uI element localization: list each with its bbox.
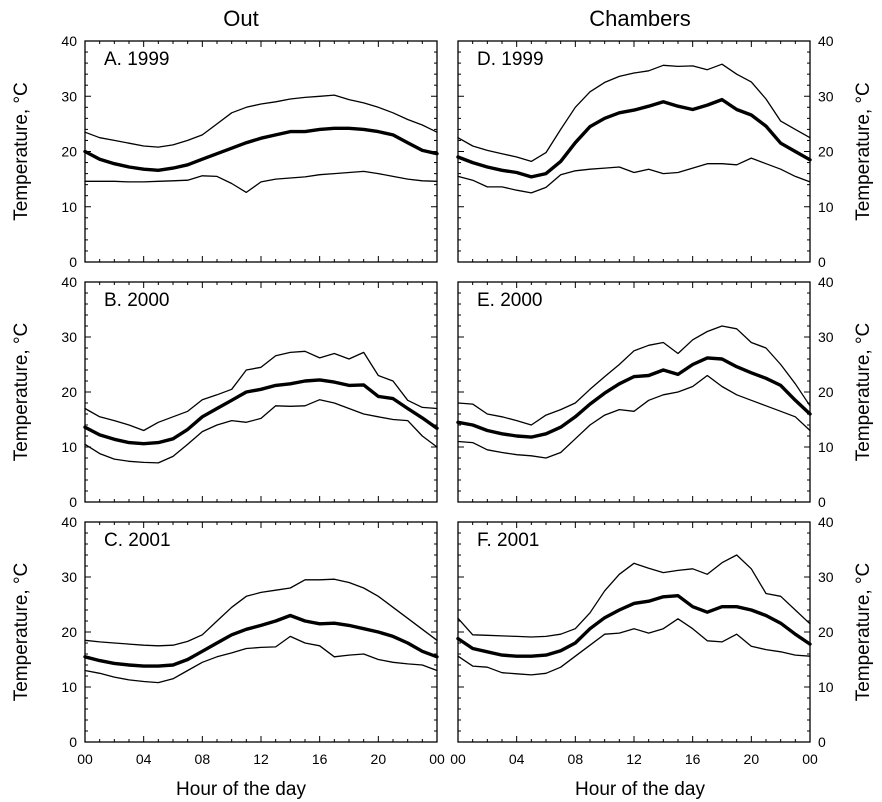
y-tick-label: 0 xyxy=(818,734,826,750)
y-tick-label: 30 xyxy=(61,329,77,345)
series-line-min xyxy=(84,170,438,194)
panel-label: C. 2001 xyxy=(104,530,171,551)
y-tick-label: 40 xyxy=(61,274,77,290)
panel-label: E. 2000 xyxy=(477,290,543,311)
y-axis-label: Temperature, °C xyxy=(853,82,874,221)
x-axis-label-left: Hour of the day xyxy=(176,779,306,800)
y-axis-label: Temperature, °C xyxy=(853,323,874,462)
series-line-min xyxy=(84,399,438,464)
y-tick-label: 10 xyxy=(818,439,834,455)
x-tick-label: 20 xyxy=(744,751,760,767)
y-tick-label: 10 xyxy=(61,439,77,455)
panel-e-2000-frame xyxy=(457,281,811,503)
y-tick-label: 40 xyxy=(61,514,77,530)
x-tick-label: 00 xyxy=(429,751,445,767)
panel-label: D. 1999 xyxy=(477,49,544,70)
series-line-mean xyxy=(456,356,812,439)
panel-label: A. 1999 xyxy=(104,49,170,70)
series-line-mean xyxy=(83,378,439,446)
panel-label: F. 2001 xyxy=(477,530,539,551)
panel-f-2001: 0 10 20 30 40 Temperature, °C 00 04 08 12 16 20 00 F.… xyxy=(450,514,874,767)
y-tick-label: 0 xyxy=(818,494,826,510)
y-tick-label: 20 xyxy=(61,624,77,640)
y-tick-label: 0 xyxy=(69,734,77,750)
panel-d-1999: 0 10 20 30 40 Temperature, °C D. 1999 xyxy=(456,33,874,270)
x-tick-label: 04 xyxy=(509,751,525,767)
column-title-out: Out xyxy=(223,6,258,31)
series-line-max xyxy=(84,350,438,432)
series-line-max xyxy=(84,578,438,647)
y-tick-label: 0 xyxy=(69,254,77,270)
y-tick-label: 30 xyxy=(818,569,834,585)
x-tick-label: 20 xyxy=(371,751,387,767)
y-tick-label: 40 xyxy=(818,514,834,530)
series-line-min xyxy=(457,374,811,459)
y-tick-label: 10 xyxy=(818,679,834,695)
series-line-mean xyxy=(456,594,812,658)
panel-a-1999-frame xyxy=(84,40,438,263)
x-tick-label: 00 xyxy=(450,751,466,767)
x-tick-label: 12 xyxy=(626,751,642,767)
panel-e-2000: 0 10 20 30 40 Temperature, °C E. 2000 xyxy=(456,274,874,510)
y-axis-label: Temperature, °C xyxy=(853,563,874,702)
y-tick-label: 20 xyxy=(818,144,834,160)
y-tick-label: 20 xyxy=(818,624,834,640)
y-tick-label: 20 xyxy=(61,384,77,400)
panel-d-1999-frame xyxy=(457,40,811,263)
series-line-mean xyxy=(456,97,812,179)
series-line-max xyxy=(457,63,811,163)
panel-b-2000-frame xyxy=(84,281,438,503)
y-tick-label: 10 xyxy=(818,199,834,215)
y-tick-label: 0 xyxy=(818,254,826,270)
panel-label: B. 2000 xyxy=(104,290,170,311)
y-tick-label: 40 xyxy=(818,33,834,49)
x-tick-label: 04 xyxy=(136,751,152,767)
y-tick-label: 30 xyxy=(61,569,77,585)
panel-a-1999: 0 10 20 30 40 Temperature, °C A. 1999 xyxy=(11,33,439,270)
y-tick-label: 10 xyxy=(61,679,77,695)
y-tick-label: 10 xyxy=(61,199,77,215)
x-axis-label-right: Hour of the day xyxy=(575,779,705,800)
y-tick-label: 20 xyxy=(818,384,834,400)
series-line-min xyxy=(457,157,811,194)
x-tick-label: 16 xyxy=(685,751,701,767)
series-line-max xyxy=(457,554,811,638)
x-tick-label: 12 xyxy=(253,751,269,767)
panel-f-2001-frame xyxy=(457,521,811,743)
y-axis-label: Temperature, °C xyxy=(11,323,32,462)
series-line-min xyxy=(457,618,811,676)
y-axis-label: Temperature, °C xyxy=(11,82,32,221)
y-tick-label: 0 xyxy=(69,494,77,510)
series-line-min xyxy=(84,635,438,684)
series-line-max xyxy=(84,94,438,148)
y-tick-label: 30 xyxy=(818,329,834,345)
x-tick-label: 00 xyxy=(77,751,93,767)
series-line-max xyxy=(457,325,811,426)
series-line-mean xyxy=(83,126,439,172)
y-tick-label: 40 xyxy=(61,33,77,49)
x-tick-label: 08 xyxy=(195,751,211,767)
y-tick-label: 40 xyxy=(818,274,834,290)
y-tick-label: 20 xyxy=(61,144,77,160)
panel-c-2001: 0 10 20 30 40 Temperature, °C 00 04 08 12 16 20 00 C.… xyxy=(11,514,445,767)
x-tick-label: 16 xyxy=(312,751,328,767)
x-tick-label: 00 xyxy=(802,751,818,767)
y-tick-label: 30 xyxy=(61,88,77,104)
panel-b-2000: 0 10 20 30 40 Temperature, °C B. 2000 xyxy=(11,274,439,510)
column-title-chambers: Chambers xyxy=(589,6,690,31)
series-line-mean xyxy=(83,613,439,668)
y-axis-label: Temperature, °C xyxy=(11,563,32,702)
y-tick-label: 30 xyxy=(818,88,834,104)
x-tick-label: 08 xyxy=(568,751,584,767)
